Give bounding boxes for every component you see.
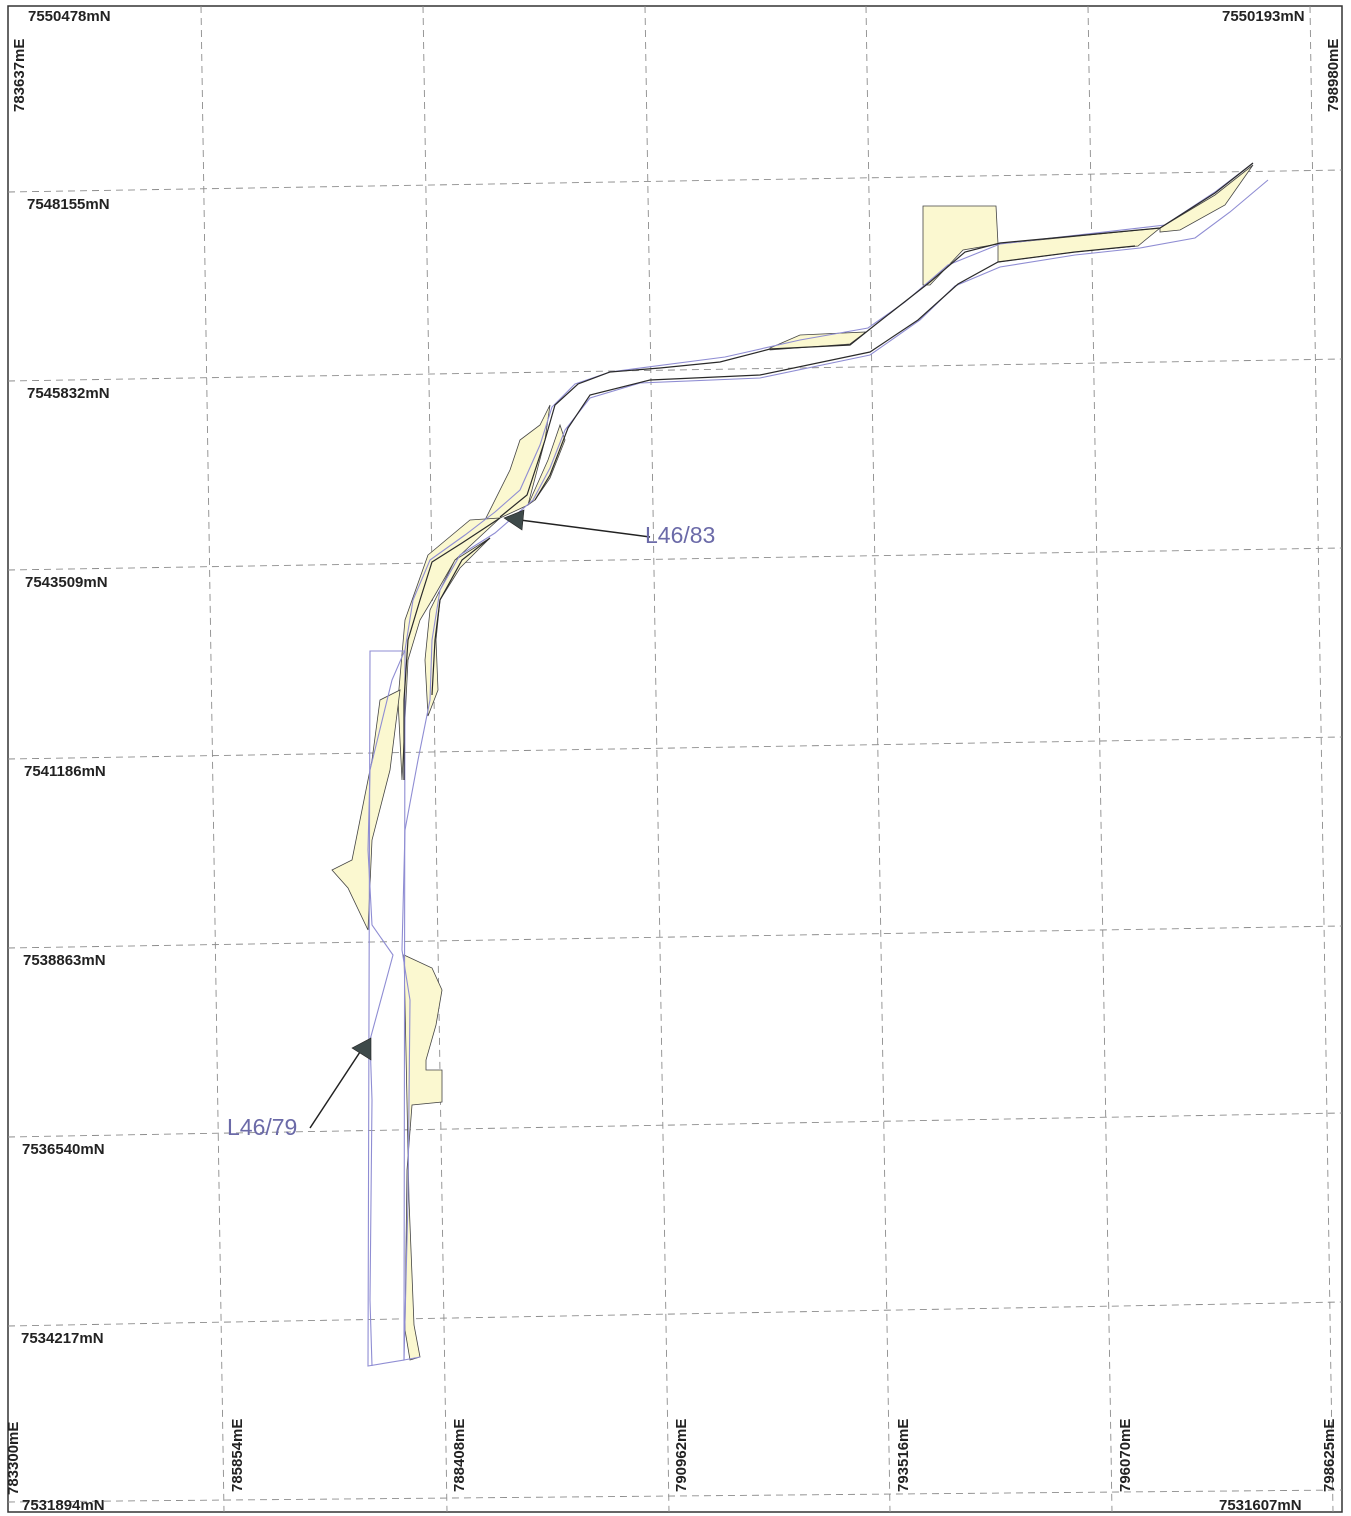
- area-west-lobe: [331, 689, 401, 931]
- easting-label: 790962mE: [673, 1419, 690, 1492]
- arrow-l46-79-head: [351, 1037, 372, 1061]
- northing-label: 7543509mN: [25, 574, 108, 591]
- lease-outlines: [367, 162, 1269, 1367]
- road-line-bend-east: [431, 537, 491, 696]
- lease-label-l46-83: L46/83: [645, 522, 715, 548]
- map-frame: [7, 5, 1343, 1513]
- northing-label: 7538863mN: [23, 952, 106, 969]
- corner-label-top-left-e: 783637mE: [11, 39, 28, 112]
- road-lines: [403, 162, 1254, 780]
- corner-label-top-right-e: 798980mE: [1325, 39, 1342, 112]
- area-mid-north: [769, 331, 868, 351]
- easting-label: 798625mE: [1321, 1419, 1338, 1492]
- easting-label: 783300mE: [5, 1422, 22, 1495]
- area-bend-west: [479, 404, 551, 532]
- easting-label: 796070mE: [1117, 1419, 1134, 1492]
- area-strip-ne: [1159, 164, 1254, 233]
- corner-label-top-right-n: 7550193mN: [1222, 8, 1305, 25]
- area-block-ne: [922, 205, 999, 286]
- easting-label: 793516mE: [895, 1419, 912, 1492]
- northing-label: 7548155mN: [27, 196, 110, 213]
- lease-l46-83-corridor-east: [401, 179, 1269, 1361]
- arrow-l46-79-line: [309, 1051, 361, 1129]
- area-south-east: [403, 954, 443, 1361]
- arrow-l46-83-head: [503, 509, 525, 531]
- lease-l46-83-corridor-west: [367, 162, 1254, 1367]
- road-line-north: [499, 162, 1254, 518]
- tenement-areas: [331, 164, 1254, 1361]
- northing-label: 7534217mN: [21, 1330, 104, 1347]
- northing-label: 7536540mN: [22, 1141, 105, 1158]
- lease-arrows: [309, 509, 651, 1129]
- area-strip-east: [997, 227, 1162, 263]
- road-line-south: [534, 245, 1136, 501]
- northing-label: 7545832mN: [27, 385, 110, 402]
- corner-label-bottom-left-n: 7531894mN: [22, 1497, 105, 1514]
- area-curve-east: [424, 537, 491, 717]
- northing-grid: [7, 169, 1343, 1503]
- arrow-l46-83-line: [519, 519, 651, 538]
- easting-label: 788408mE: [451, 1419, 468, 1492]
- corner-label-top-left-n: 7550478mN: [28, 8, 111, 25]
- northing-label: 7541186mN: [24, 763, 106, 780]
- corner-label-bottom-right-n: 7531607mN: [1219, 1497, 1302, 1514]
- easting-label: 785854mE: [229, 1419, 246, 1492]
- lease-label-l46-79: L46/79: [227, 1114, 297, 1140]
- road-line-bend: [403, 517, 501, 780]
- area-curve-west: [397, 517, 502, 781]
